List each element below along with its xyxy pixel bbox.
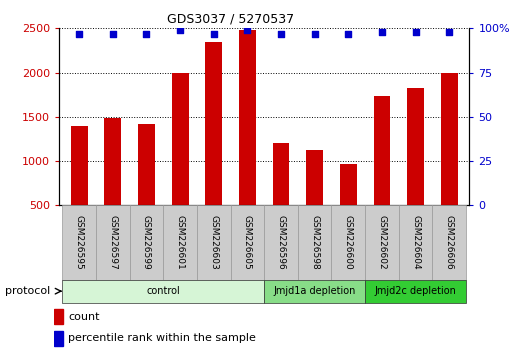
Bar [96,205,130,280]
Bar [230,205,264,280]
Bar [205,42,222,205]
Bar [399,205,432,280]
Text: GSM226603: GSM226603 [209,215,218,270]
Bar [63,205,96,280]
Point [109,31,117,36]
Point [75,31,83,36]
Bar [239,30,256,205]
Bar [197,205,230,280]
Text: GSM226602: GSM226602 [378,215,386,270]
Point [210,31,218,36]
Text: control: control [146,286,180,296]
Point [378,29,386,35]
Text: protocol: protocol [5,286,50,296]
Point [277,31,285,36]
Text: GSM226601: GSM226601 [175,215,185,270]
Point [445,29,453,35]
Bar [441,74,458,205]
Point [142,31,150,36]
Text: GSM226599: GSM226599 [142,215,151,270]
Bar [63,280,264,303]
Bar [365,280,466,303]
Text: GSM226606: GSM226606 [445,215,453,270]
Bar [272,143,289,205]
Bar [373,96,390,205]
Text: percentile rank within the sample: percentile rank within the sample [68,333,256,343]
Text: Jmjd2c depletion: Jmjd2c depletion [374,286,457,296]
Text: count: count [68,312,100,322]
Bar [130,205,163,280]
Point [411,29,420,35]
Bar [331,205,365,280]
Bar [71,126,88,205]
Text: Jmjd1a depletion: Jmjd1a depletion [273,286,356,296]
Bar [306,149,323,205]
Bar [105,118,121,205]
Bar [54,309,63,324]
Text: GSM226597: GSM226597 [108,215,117,270]
Point [243,27,251,33]
Text: GSM226595: GSM226595 [75,215,84,270]
Point [310,31,319,36]
Bar [264,280,365,303]
Bar [298,205,331,280]
Bar [163,205,197,280]
Text: GSM226604: GSM226604 [411,215,420,270]
Point [344,31,352,36]
Text: GSM226600: GSM226600 [344,215,353,270]
Text: GSM226596: GSM226596 [277,215,286,270]
Bar [340,164,357,205]
Text: GSM226605: GSM226605 [243,215,252,270]
Text: GDS3037 / 5270537: GDS3037 / 5270537 [167,12,294,25]
Point [176,27,184,33]
Bar [54,331,63,346]
Bar [138,124,155,205]
Bar [264,205,298,280]
Bar [365,205,399,280]
Bar [407,88,424,205]
Bar [432,205,466,280]
Bar [172,73,188,205]
Text: GSM226598: GSM226598 [310,215,319,270]
